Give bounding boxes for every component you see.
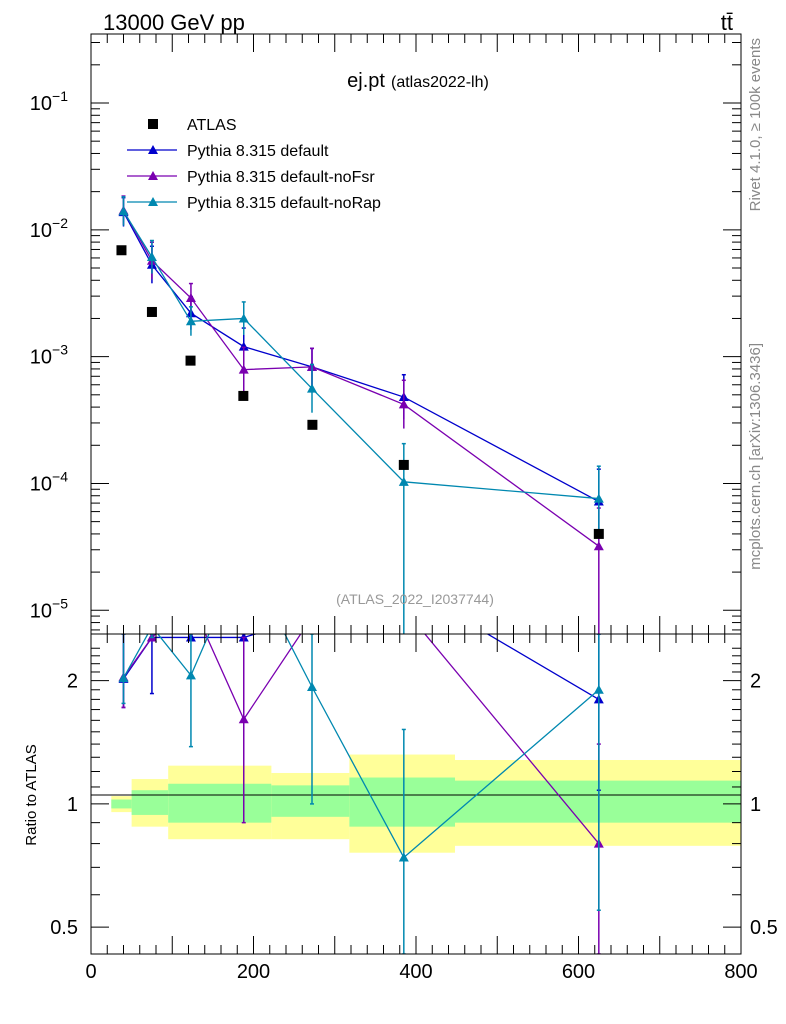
ratio-point [147,622,157,631]
series-3 [118,196,604,634]
series-line [122,210,599,500]
data-point [116,245,127,256]
y-tick-label-base: 10 [30,93,52,115]
series-point [398,399,409,409]
ratio-point [398,852,409,862]
y-tick-label-exponent: −2 [52,215,68,231]
series-point [398,476,409,486]
rivet-label: Rivet 4.1.0, ≥ 100k events [747,38,764,211]
legend: ATLAS Pythia 8.315 default Pythia 8.315 de… [127,117,381,212]
legend-label: Pythia 8.315 default-noRap [187,195,381,212]
x-tick-label: 0 [85,961,96,983]
ratio-y-tick-label: 1 [67,794,78,816]
x-tick-labels: 0 200 400 600 800 [85,961,757,983]
series-point [238,364,249,374]
mcplots-label: mcplots.cern.ch [arXiv:1306.3436] [747,343,764,570]
series-point [593,541,604,551]
y-tick-label: 10−3 [30,342,68,369]
chart-title: ej.pt (atlas2022-lh) [347,70,489,92]
ratio-y-tick-label-right: 1 [750,794,761,816]
series-1 [118,196,604,534]
ratio-series-3 [118,622,604,954]
series-point [593,493,604,503]
data-point [185,355,196,366]
x-tick-label: 800 [724,961,757,983]
band-inner [455,780,741,823]
data-point [398,459,409,470]
ratio-point [307,681,317,691]
upper-series [118,195,604,634]
x-tick-label: 400 [399,961,432,983]
series-point [185,316,196,326]
upper-panel: 10−510−410−310−210−1 ej.pt (atlas2022-lh)… [30,33,742,635]
y-tick-label-base: 10 [30,600,52,622]
legend-marker-triangle [148,171,158,180]
series-point [307,383,317,393]
series-point [146,252,157,262]
band-inner [168,783,272,823]
data-point [307,419,318,430]
y-tick-label: 10−2 [30,215,68,242]
chart-title-main: ej.pt [347,70,385,92]
x-tick-label: 600 [562,961,595,983]
upper-data-points [116,245,604,539]
ratio-point [238,714,249,724]
upper-y-tick-labels: 10−510−410−310−210−1 [30,88,68,622]
band-inner [111,799,132,809]
ratio-ylabel: Ratio to ATLAS [23,744,40,845]
ratio-y-tick-label: 0.5 [50,917,78,939]
y-tick-label-base: 10 [30,347,52,369]
legend-marker-triangle [148,197,158,206]
ratio-point [185,670,196,680]
data-point [593,528,604,539]
lower-ticks [90,634,742,954]
x-tick-label: 200 [237,961,270,983]
series-line [122,210,600,547]
ratio-bands [111,754,741,853]
y-tick-label: 10−4 [30,468,68,495]
y-tick-label-exponent: −5 [52,595,68,611]
lower-y-tick-labels: 0.5 0.5 1 1 2 2 [50,671,778,940]
y-tick-label: 10−5 [30,595,68,622]
legend-label: Pythia 8.315 default-noFsr [187,169,375,186]
y-tick-label-base: 10 [30,220,52,242]
legend-label: Pythia 8.315 default [187,143,329,160]
series-point [238,341,249,351]
band-inner [131,790,169,815]
lower-panel: 0.5 0.5 1 1 2 2 0 200 400 600 800 Ratio to ATLAS [23,622,778,983]
series-point [238,313,249,323]
ratio-y-tick-label-right: 2 [750,671,761,693]
y-tick-label-exponent: −3 [52,342,68,358]
lower-series [118,622,604,954]
ratio-y-tick-label-right: 0.5 [750,917,778,939]
series-2 [118,195,604,634]
y-tick-label-exponent: −4 [52,468,68,484]
y-tick-label: 10−1 [30,88,68,115]
ratio-point [118,673,129,683]
legend-marker-triangle [148,145,158,154]
band-inner [271,785,350,817]
upper-ticks [90,34,742,634]
header-right: tt̄ [721,10,733,35]
legend-label: ATLAS [187,117,237,134]
y-tick-label-exponent: −1 [52,88,68,104]
data-point [146,306,157,317]
chart-subtitle: (atlas2022-lh) [391,74,489,91]
y-tick-label-base: 10 [30,473,52,495]
ratio-y-tick-label: 2 [67,671,78,693]
legend-marker-square [148,119,158,129]
series-point [185,292,196,302]
data-point [238,390,249,401]
watermark: (ATLAS_2022_I2037744) [336,591,494,607]
ratio-point [593,684,604,694]
series-point [118,206,129,216]
band-inner [349,777,455,827]
header-left: 13000 GeV pp [103,10,245,35]
